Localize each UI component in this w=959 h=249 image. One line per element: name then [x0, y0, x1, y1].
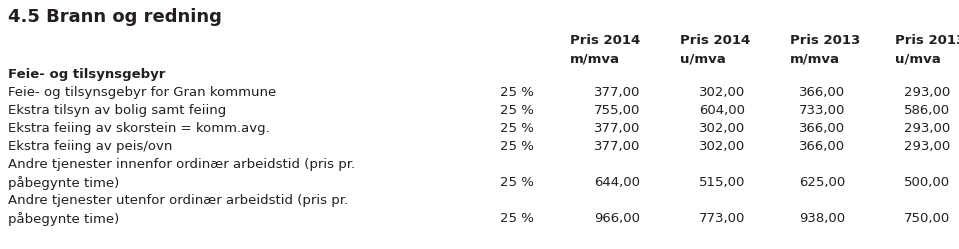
Text: Feie- og tilsynsgebyr: Feie- og tilsynsgebyr — [8, 68, 165, 81]
Text: 604,00: 604,00 — [699, 104, 745, 117]
Text: 366,00: 366,00 — [799, 122, 845, 135]
Text: m/mva: m/mva — [790, 52, 840, 65]
Text: 293,00: 293,00 — [903, 122, 950, 135]
Text: 25 %: 25 % — [500, 104, 534, 117]
Text: 293,00: 293,00 — [903, 140, 950, 153]
Text: 293,00: 293,00 — [903, 86, 950, 99]
Text: 515,00: 515,00 — [698, 176, 745, 189]
Text: 500,00: 500,00 — [904, 176, 950, 189]
Text: 966,00: 966,00 — [594, 212, 640, 225]
Text: Pris 2014: Pris 2014 — [570, 34, 641, 47]
Text: 938,00: 938,00 — [799, 212, 845, 225]
Text: 302,00: 302,00 — [699, 86, 745, 99]
Text: 366,00: 366,00 — [799, 86, 845, 99]
Text: Pris 2013: Pris 2013 — [895, 34, 959, 47]
Text: 302,00: 302,00 — [699, 140, 745, 153]
Text: påbegynte time): påbegynte time) — [8, 176, 119, 190]
Text: 377,00: 377,00 — [594, 122, 640, 135]
Text: 302,00: 302,00 — [699, 122, 745, 135]
Text: Andre tjenester innenfor ordinær arbeidstid (pris pr.: Andre tjenester innenfor ordinær arbeids… — [8, 158, 355, 171]
Text: Andre tjenester utenfor ordinær arbeidstid (pris pr.: Andre tjenester utenfor ordinær arbeidst… — [8, 194, 348, 207]
Text: 25 %: 25 % — [500, 122, 534, 135]
Text: Pris 2014: Pris 2014 — [680, 34, 750, 47]
Text: 25 %: 25 % — [500, 212, 534, 225]
Text: Ekstra feiing av peis/ovn: Ekstra feiing av peis/ovn — [8, 140, 173, 153]
Text: 377,00: 377,00 — [594, 86, 640, 99]
Text: 377,00: 377,00 — [594, 140, 640, 153]
Text: u/mva: u/mva — [680, 52, 726, 65]
Text: Feie- og tilsynsgebyr for Gran kommune: Feie- og tilsynsgebyr for Gran kommune — [8, 86, 276, 99]
Text: 366,00: 366,00 — [799, 140, 845, 153]
Text: 755,00: 755,00 — [594, 104, 640, 117]
Text: Ekstra tilsyn av bolig samt feiing: Ekstra tilsyn av bolig samt feiing — [8, 104, 226, 117]
Text: u/mva: u/mva — [895, 52, 941, 65]
Text: 733,00: 733,00 — [799, 104, 845, 117]
Text: 773,00: 773,00 — [698, 212, 745, 225]
Text: 4.5 Brann og redning: 4.5 Brann og redning — [8, 8, 222, 26]
Text: 644,00: 644,00 — [594, 176, 640, 189]
Text: Ekstra feiing av skorstein = komm.avg.: Ekstra feiing av skorstein = komm.avg. — [8, 122, 269, 135]
Text: 586,00: 586,00 — [904, 104, 950, 117]
Text: 25 %: 25 % — [500, 176, 534, 189]
Text: m/mva: m/mva — [570, 52, 620, 65]
Text: 25 %: 25 % — [500, 86, 534, 99]
Text: 750,00: 750,00 — [903, 212, 950, 225]
Text: påbegynte time): påbegynte time) — [8, 212, 119, 226]
Text: 625,00: 625,00 — [799, 176, 845, 189]
Text: Pris 2013: Pris 2013 — [790, 34, 860, 47]
Text: 25 %: 25 % — [500, 140, 534, 153]
